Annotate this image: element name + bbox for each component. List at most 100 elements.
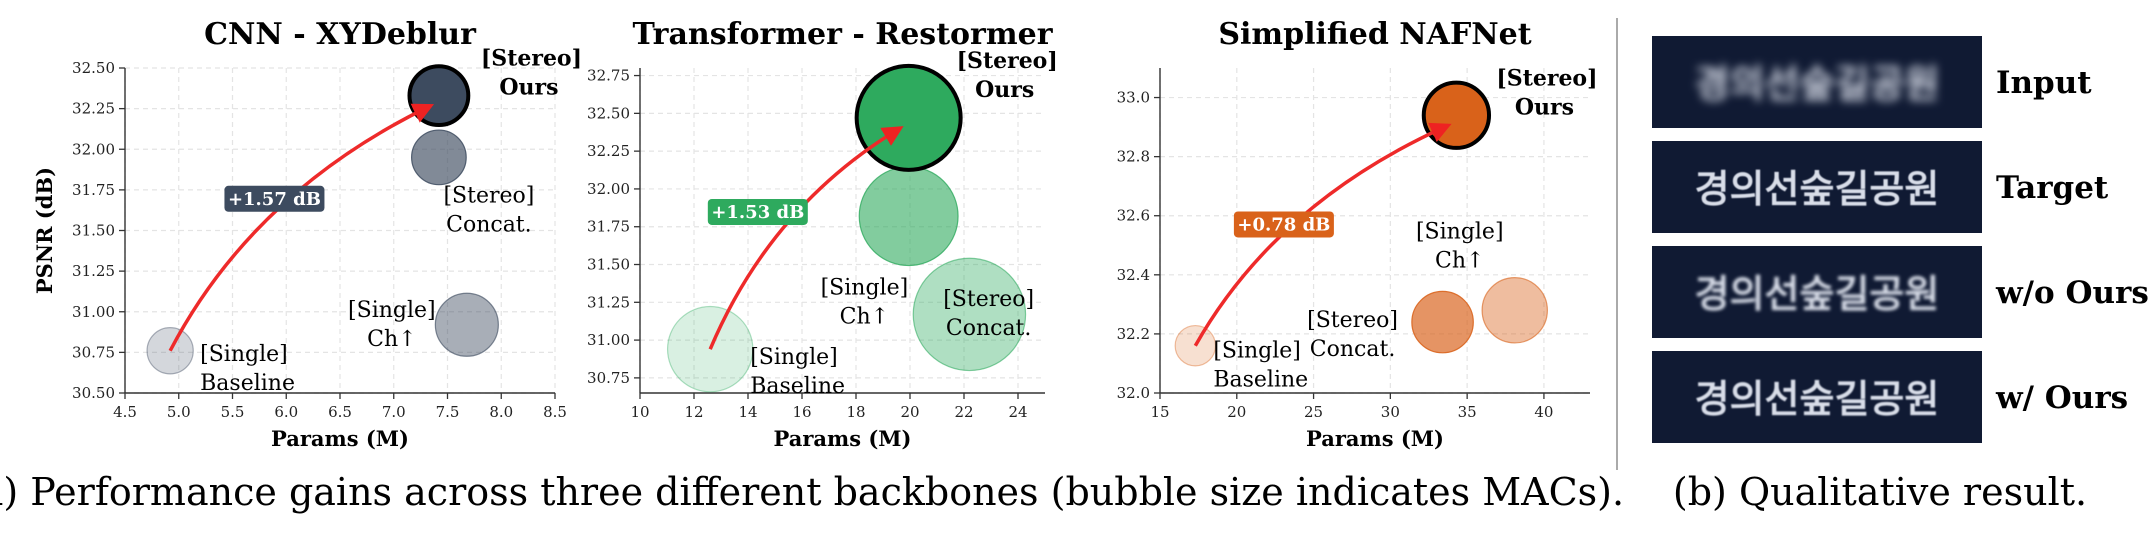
bubble-point [1411, 290, 1474, 354]
qualitative-image-bg [1652, 246, 1982, 338]
bubble-stereo-ours [854, 63, 963, 172]
x-tick-label: 8.0 [489, 403, 513, 421]
x-tick-label: 18 [846, 403, 865, 421]
point-label-line1: [Single] [348, 298, 436, 323]
x-tick-label: 12 [684, 403, 703, 421]
point-label-line1: [Single] [200, 342, 288, 367]
y-tick-label: 32.0 [1117, 384, 1150, 402]
x-tick-label: 15 [1150, 403, 1169, 421]
y-tick-label: 30.75 [72, 343, 115, 361]
gain-badge [224, 185, 325, 212]
point-label-line2: Ours [499, 75, 558, 101]
caption-a: (a) Performance gains across three diffe… [0, 470, 1624, 514]
point-label-line2: Ch↑ [1435, 248, 1484, 273]
y-tick-label: 32.00 [72, 140, 115, 158]
x-tick-label: 20 [900, 403, 919, 421]
bubble-stereo-ours [407, 64, 471, 128]
x-tick-label: 22 [954, 403, 973, 421]
hangul-sign-text: 경의선숲길공원 [1695, 166, 1940, 211]
bubble-point [1174, 324, 1217, 367]
chart-transformer-restormer: 10 12 14 16 18 20 22 24 30.75 31.00 31.25 31.50 31.7… [587, 17, 1058, 451]
y-tick-label: 30.75 [587, 369, 630, 387]
point-label-line1: [Single] [1416, 219, 1504, 244]
x-tick-label: 4.5 [113, 403, 137, 421]
point-label-line2: Baseline [200, 371, 295, 396]
y-tick-label: 32.25 [587, 142, 630, 160]
y-axis-label: PSNR (dB) [32, 167, 57, 294]
x-tick-label: 7.0 [382, 403, 406, 421]
y-tick-label: 30.50 [72, 384, 115, 402]
bubble-point [434, 292, 499, 357]
qualitative-panel: 경의선숲길공원 Input 경의선숲길공원 Target 경의선숲길공원 w/o Ours… [1652, 36, 2148, 443]
row-label: w/ Ours [1995, 380, 2128, 416]
y-tick-label: 32.75 [587, 67, 630, 85]
x-tick-label: 6.0 [274, 403, 298, 421]
bubble-point [1481, 277, 1548, 344]
chart-title: CNN - XYDeblur [204, 17, 477, 52]
x-tick-label: 6.5 [328, 403, 352, 421]
point-label-line1: [Stereo] [443, 183, 534, 208]
y-tick-label: 32.50 [587, 104, 630, 122]
bubble-point [858, 166, 959, 267]
point-label-line2: Concat. [1310, 337, 1396, 362]
point-label-line1: [Single] [821, 275, 909, 300]
x-tick-label: 5.0 [167, 403, 191, 421]
hangul-sign-text: 경의선숲길공원 [1695, 376, 1940, 421]
row-label: Target [1996, 170, 2109, 206]
point-label-line1: [Stereo] [957, 48, 1058, 74]
point-label-line2: Ours [975, 77, 1034, 103]
gain-badge-label: +0.78 dB [1237, 214, 1330, 235]
x-tick-label: 7.5 [436, 403, 460, 421]
qualitative-image-bg [1652, 141, 1982, 233]
point-label-line1: [Stereo] [943, 287, 1034, 312]
gain-badge-label: +1.57 dB [228, 189, 321, 210]
chart-cnn-xydeblur: 4.5 5.0 5.5 6.0 6.5 7.0 7.5 8.0 8.5 30.50 30.75 31.… [32, 17, 582, 451]
point-label-line2: Concat. [446, 212, 532, 237]
point-label-line1: [Single] [1213, 339, 1301, 364]
point-label-line2: Ch↑ [840, 304, 889, 329]
qualitative-image-bg [1652, 36, 1982, 128]
chart-simplified-nafnet: 15 20 25 30 35 40 32.0 32.2 32.4 32.6 32.8 33.0 Simp… [1117, 17, 1598, 451]
y-tick-label: 32.2 [1117, 325, 1150, 343]
x-tick-label: 8.5 [543, 403, 567, 421]
y-tick-label: 31.75 [587, 218, 630, 236]
bubble-point [411, 129, 467, 186]
y-tick-label: 31.50 [587, 256, 630, 274]
gain-badge [1233, 211, 1334, 238]
y-tick-label: 32.6 [1117, 207, 1150, 225]
x-tick-label: 30 [1381, 403, 1400, 421]
x-tick-label: 10 [630, 403, 649, 421]
point-label-line2: Baseline [1213, 368, 1308, 393]
chart-title: Transformer - Restormer [633, 17, 1054, 52]
x-tick-label: 5.5 [221, 403, 245, 421]
gain-badge-label: +1.53 dB [711, 202, 804, 223]
y-tick-label: 32.8 [1117, 148, 1150, 166]
chart-title: Simplified NAFNet [1218, 17, 1531, 52]
x-tick-label: 40 [1534, 403, 1553, 421]
point-label-line2: Concat. [946, 316, 1032, 341]
point-label-line1: [Single] [750, 345, 838, 370]
y-tick-label: 31.25 [72, 262, 115, 280]
qualitative-image-bg [1652, 351, 1982, 443]
y-tick-label: 31.50 [72, 222, 115, 240]
point-label-line2: Baseline [750, 374, 845, 399]
gain-badge [707, 198, 808, 225]
x-tick-label: 20 [1227, 403, 1246, 421]
y-tick-label: 31.25 [587, 293, 630, 311]
hangul-sign-text: 경의선숲길공원 [1695, 61, 1940, 106]
bubble-point [912, 257, 1027, 372]
x-tick-label: 25 [1304, 403, 1323, 421]
x-tick-label: 16 [792, 403, 811, 421]
x-axis-label: Params (M) [271, 426, 409, 451]
point-label-line2: Ours [1515, 94, 1574, 120]
x-tick-label: 14 [738, 403, 757, 421]
x-tick-label: 35 [1458, 403, 1477, 421]
point-label-line1: [Stereo] [1307, 308, 1398, 333]
row-label: w/o Ours [1995, 275, 2148, 311]
y-tick-label: 31.00 [72, 303, 115, 321]
hangul-sign-text: 경의선숲길공원 [1695, 271, 1940, 316]
y-tick-label: 32.00 [587, 180, 630, 198]
x-axis-label: Params (M) [1306, 426, 1444, 451]
point-label-line1: [Stereo] [1496, 65, 1597, 91]
